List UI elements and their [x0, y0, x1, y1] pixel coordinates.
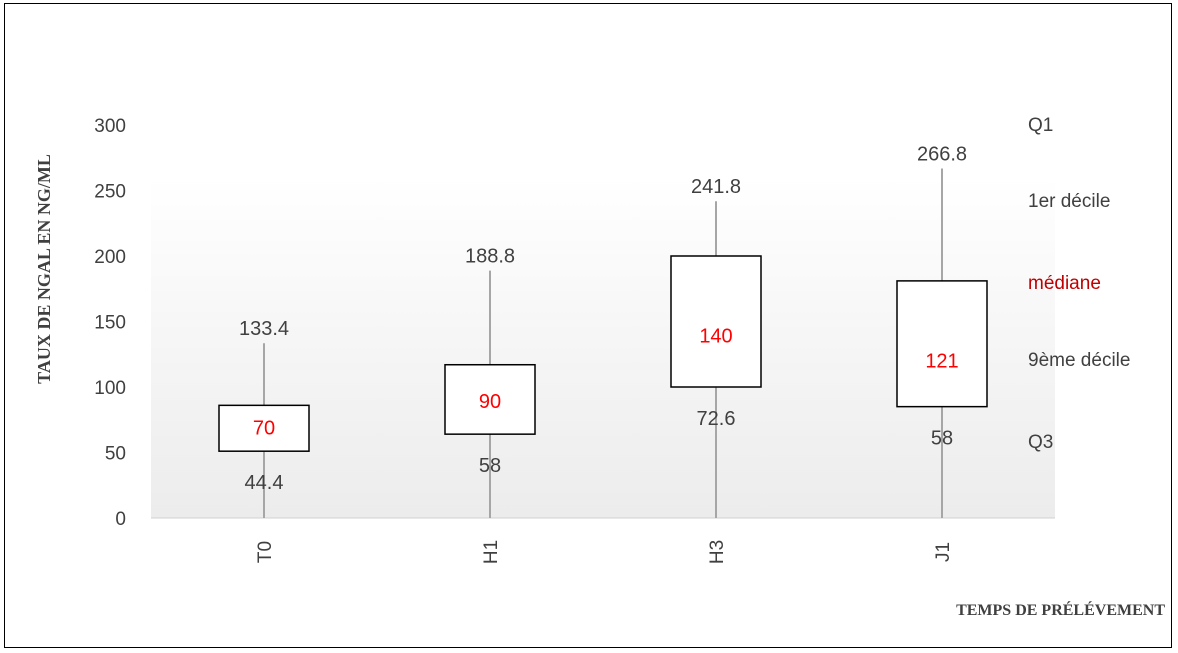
upper-label: 241.8 [691, 176, 741, 198]
y-tick-label: 250 [94, 182, 126, 203]
y-tick-label: 150 [94, 313, 126, 334]
legend-label: 1er décile [1028, 191, 1110, 212]
median-label: 70 [253, 417, 275, 439]
y-tick-label: 0 [115, 509, 126, 530]
median-label: 140 [699, 326, 732, 348]
legend-label: Q1 [1028, 115, 1053, 136]
legend-label: médiane [1028, 273, 1101, 294]
median-label: 90 [479, 391, 501, 413]
y-tick-label: 50 [105, 444, 126, 465]
legend-label: Q3 [1028, 432, 1053, 453]
y-tick-label: 100 [94, 378, 126, 399]
legend-label: 9ème décile [1028, 350, 1130, 371]
x-tick-label: H3 [707, 540, 728, 564]
box-rect [896, 280, 988, 408]
upper-label: 266.8 [917, 143, 967, 165]
lower-label: 44.4 [245, 472, 284, 494]
box-rect [444, 363, 536, 435]
y-tick-label: 200 [94, 247, 126, 268]
x-tick-label: J1 [933, 542, 954, 562]
x-tick-label: T0 [255, 541, 276, 563]
box-rect [218, 404, 310, 452]
lower-label: 58 [931, 428, 953, 450]
y-tick-label: 300 [94, 116, 126, 137]
y-axis-title: TAUX DE NGAL EN NG/ML [34, 154, 54, 384]
upper-label: 133.4 [239, 318, 289, 340]
x-tick-label: H1 [481, 540, 502, 564]
upper-label: 188.8 [465, 246, 515, 268]
chart-svg: 0 50 100 150 200 250 300 70 133.4 44.4 T0 90 188.8 58… [34, 115, 1165, 619]
lower-label: 58 [479, 455, 501, 477]
box-rect [670, 255, 762, 388]
x-axis-title: TEMPS DE PRÉLÉVEMENT [956, 600, 1165, 619]
lower-label: 72.6 [697, 408, 736, 430]
median-label: 121 [925, 350, 958, 372]
chart-frame: 0 50 100 150 200 250 300 70 133.4 44.4 T0 90 188.8 58… [4, 3, 1172, 648]
